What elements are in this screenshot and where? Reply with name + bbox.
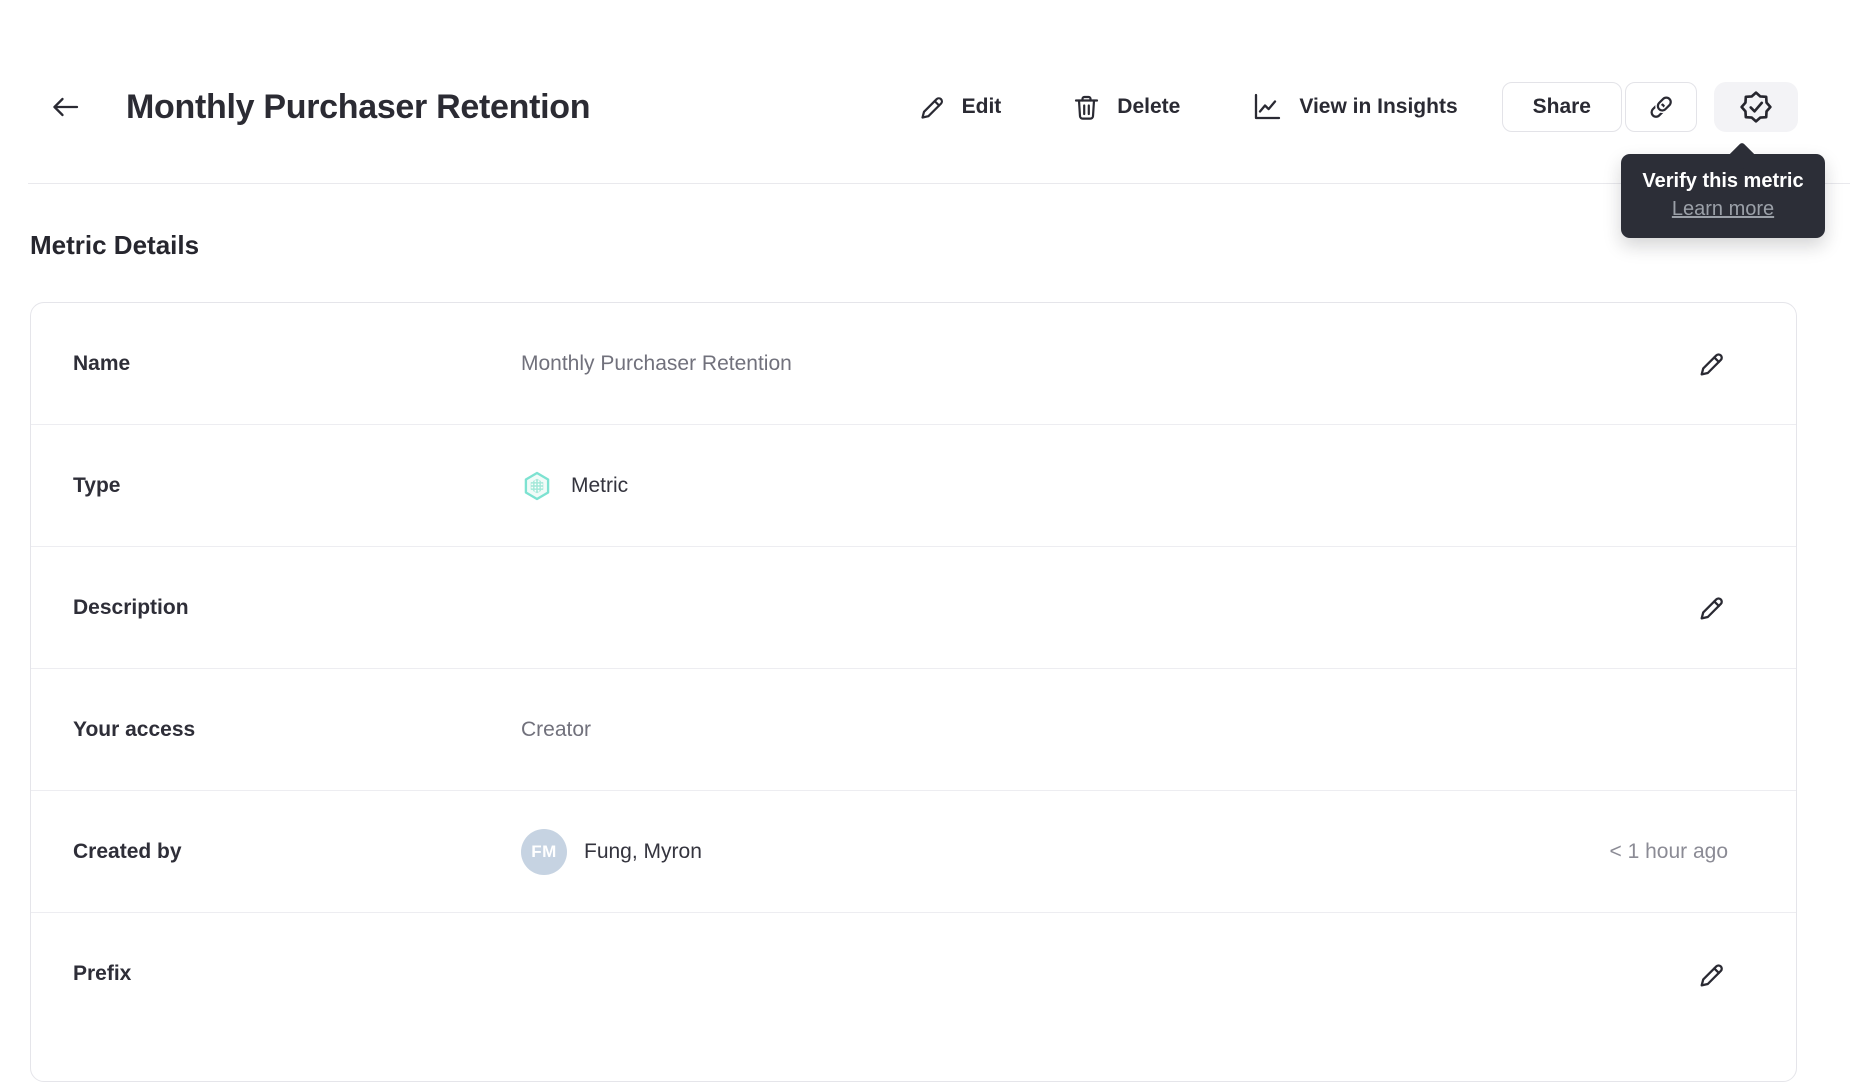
row-label: Prefix [73, 962, 132, 985]
view-in-insights-label: View in Insights [1299, 95, 1458, 118]
line-chart-icon [1250, 90, 1284, 124]
page-title: Monthly Purchaser Retention [126, 87, 591, 126]
edit-button-label: Edit [961, 95, 1002, 118]
share-button-group: Share [1501, 82, 1697, 132]
edit-prefix-button[interactable] [1694, 957, 1728, 991]
row-value: Creator [521, 717, 592, 741]
header-divider [28, 183, 1850, 184]
avatar: FM [521, 828, 567, 875]
header-actions: Edit Delete View in Insights [917, 82, 1798, 132]
verify-metric-button[interactable] [1714, 82, 1798, 132]
delete-button[interactable]: Delete [1071, 92, 1180, 123]
table-row-description: Description [31, 547, 1796, 669]
table-row-your-access: Your access Creator [31, 669, 1796, 791]
row-value: Monthly Purchaser Retention [521, 351, 792, 375]
verified-badge-icon [1738, 89, 1774, 125]
trash-icon [1071, 92, 1102, 123]
edit-button[interactable]: Edit [917, 92, 1002, 122]
pencil-icon [917, 92, 947, 122]
pencil-icon [1696, 592, 1727, 623]
edit-name-button[interactable] [1694, 347, 1728, 381]
table-row-prefix: Prefix [31, 913, 1796, 1035]
arrow-left-icon [49, 91, 81, 123]
row-value: Metric [521, 470, 1728, 502]
section-title: Metric Details [30, 230, 200, 260]
tooltip-title: Verify this metric [1642, 170, 1804, 192]
share-button-label: Share [1532, 95, 1591, 118]
delete-button-label: Delete [1117, 95, 1181, 118]
back-button[interactable] [48, 90, 82, 124]
type-value-label: Metric [571, 473, 629, 497]
metric-hexagon-icon [521, 470, 553, 502]
link-icon [1647, 93, 1675, 121]
row-label: Created by [73, 839, 182, 863]
copy-link-button[interactable] [1625, 82, 1697, 132]
created-timestamp: < 1 hour ago [1609, 839, 1728, 863]
share-button[interactable]: Share [1501, 82, 1622, 132]
row-value: FM Fung, Myron [521, 828, 1609, 875]
created-by-name: Fung, Myron [584, 839, 702, 863]
verify-metric-tooltip: Verify this metric Learn more [1621, 141, 1825, 238]
row-label: Your access [73, 717, 196, 741]
edit-description-button[interactable] [1694, 591, 1728, 625]
metric-details-card: Name Monthly Purchaser Retention Type [30, 302, 1797, 1082]
row-label: Type [73, 473, 121, 497]
table-row-name: Name Monthly Purchaser Retention [31, 303, 1796, 425]
table-row-type: Type Metric [31, 425, 1796, 547]
pencil-icon [1696, 959, 1727, 990]
pencil-icon [1696, 348, 1727, 379]
tooltip-arrow [1727, 141, 1757, 171]
row-label: Description [73, 595, 189, 619]
page-header: Monthly Purchaser Retention Edit Delet [48, 82, 1798, 132]
view-in-insights-button[interactable]: View in Insights [1250, 90, 1458, 124]
learn-more-link[interactable]: Learn more [1671, 198, 1775, 220]
row-label: Name [73, 351, 131, 375]
table-row-created-by: Created by FM Fung, Myron < 1 hour ago [31, 791, 1796, 913]
